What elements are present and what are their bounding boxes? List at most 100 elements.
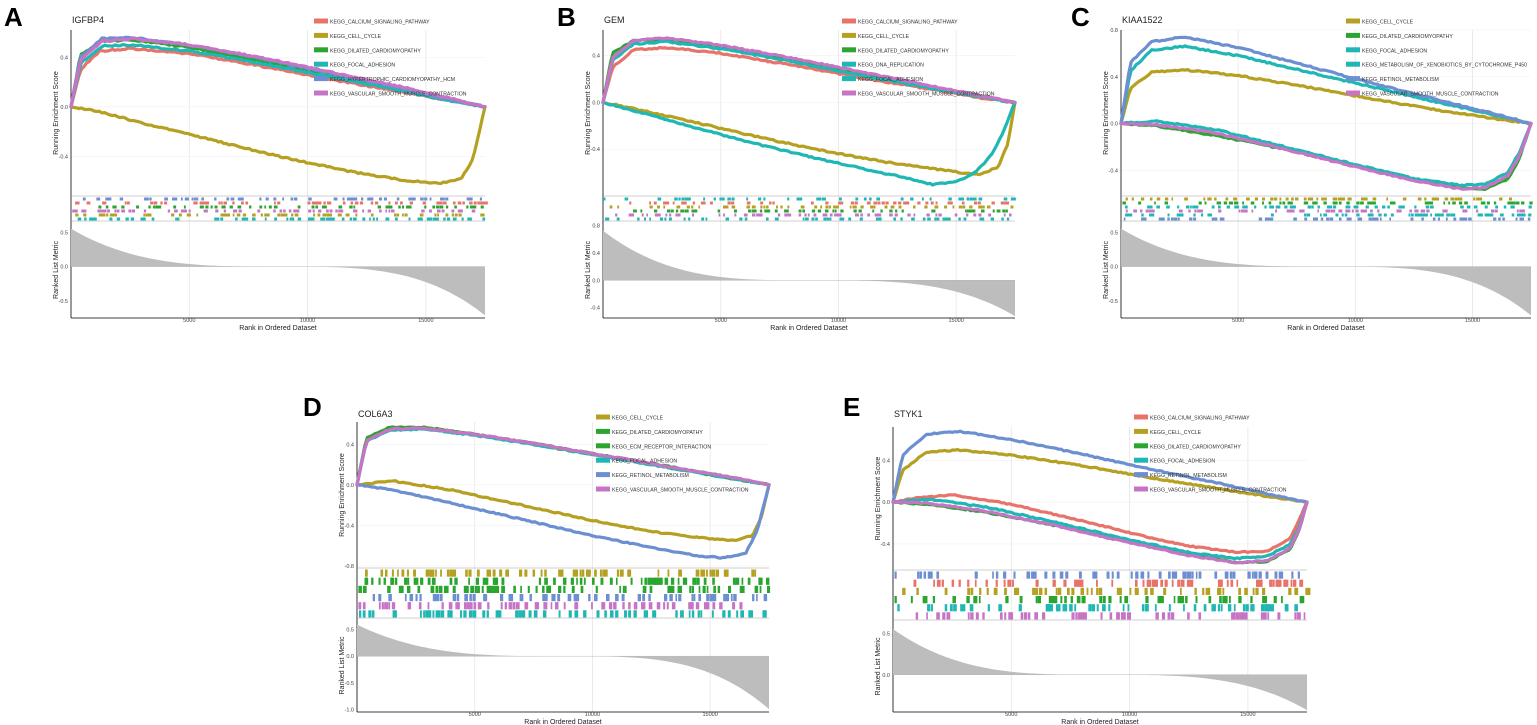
hit-mark (1002, 209, 1006, 213)
hit-mark (358, 585, 362, 593)
hit-mark (1360, 201, 1364, 205)
y-axis-label-metric: Ranked List Metric (585, 241, 592, 299)
hit-mark (823, 217, 827, 221)
hit-mark (273, 205, 278, 209)
hit-mark (874, 213, 879, 217)
hit-mark (1348, 197, 1352, 201)
hit-mark (653, 201, 657, 205)
hit-mark (841, 201, 844, 205)
hit-mark (1327, 205, 1329, 209)
hit-mark (1382, 205, 1386, 209)
hit-mark (1008, 579, 1012, 587)
hit-mark (1356, 213, 1360, 217)
hit-mark (934, 205, 939, 209)
hit-mark (784, 213, 788, 217)
hit-mark (236, 213, 241, 217)
hit-mark (419, 213, 424, 217)
hit-mark (642, 594, 646, 602)
es-tick-label: 0.4 (882, 458, 890, 464)
x-axis-label: Rank in Ordered Dataset (239, 325, 316, 332)
hit-mark (1226, 571, 1229, 579)
hit-mark (1065, 571, 1069, 579)
hit-mark (748, 209, 751, 213)
hit-mark (449, 610, 453, 618)
hit-mark (419, 217, 423, 221)
hit-mark (814, 205, 818, 209)
hit-mark (724, 569, 728, 577)
x-tick-label: 10000 (1348, 318, 1363, 324)
hit-mark (1187, 612, 1190, 620)
hit-mark (1307, 205, 1312, 209)
hit-mark (489, 569, 491, 577)
hit-mark (579, 577, 583, 585)
hit-mark (1468, 217, 1472, 221)
hit-mark (1077, 612, 1082, 620)
hit-mark (281, 213, 285, 217)
y-axis-label-metric: Ranked List Metric (339, 636, 346, 694)
hit-mark (432, 594, 437, 602)
hit-mark (350, 201, 354, 205)
hit-mark (463, 610, 467, 618)
hit-mark (665, 213, 668, 217)
hit-mark (949, 604, 953, 612)
hit-mark (1270, 213, 1274, 217)
hit-mark (1107, 571, 1110, 579)
hit-mark (1306, 587, 1311, 595)
hit-mark (408, 217, 411, 221)
hit-mark (1487, 213, 1492, 217)
hit-mark (1148, 205, 1153, 209)
hit-mark (1138, 201, 1140, 205)
hit-mark (465, 585, 469, 593)
hit-mark (570, 577, 574, 585)
hit-mark (1133, 209, 1137, 213)
hit-mark (624, 610, 627, 618)
hit-mark (352, 197, 356, 201)
hit-mark (391, 569, 394, 577)
hit-mark (1198, 612, 1202, 620)
hit-mark (125, 217, 129, 221)
hit-mark (1528, 205, 1532, 209)
hit-mark (1209, 213, 1213, 217)
hit-mark (644, 577, 648, 585)
hit-mark (434, 213, 437, 217)
hit-mark (659, 577, 663, 585)
hit-mark (1067, 587, 1070, 595)
hit-mark (446, 205, 449, 209)
hit-mark (463, 602, 467, 610)
hit-mark (259, 205, 263, 209)
hit-mark (427, 577, 431, 585)
hit-mark (482, 217, 486, 221)
hit-mark (894, 571, 897, 579)
hit-mark (1493, 217, 1497, 221)
hit-mark (958, 197, 962, 201)
hit-mark (723, 594, 726, 602)
hit-mark (435, 217, 439, 221)
hit-mark (1389, 201, 1394, 205)
hit-mark (471, 585, 475, 593)
hit-mark (449, 569, 454, 577)
hit-mark (751, 209, 755, 213)
hit-mark (424, 205, 427, 209)
hit-mark (1099, 596, 1103, 604)
hit-mark (1243, 209, 1248, 213)
hit-mark (484, 201, 488, 205)
hit-mark (869, 197, 872, 201)
hit-mark (266, 213, 270, 217)
hit-mark (1328, 205, 1333, 209)
hit-mark (196, 213, 199, 217)
ranked-list-metric-area (357, 624, 769, 710)
hit-mark (703, 197, 706, 201)
hit-mark (1151, 209, 1155, 213)
hit-mark (331, 217, 335, 221)
hit-mark (1082, 596, 1086, 604)
hit-mark (482, 610, 486, 618)
hit-mark (130, 217, 134, 221)
hit-mark (477, 201, 481, 205)
hit-mark (324, 201, 326, 205)
hit-mark (1167, 612, 1171, 620)
hit-mark (1125, 205, 1128, 209)
hit-mark (376, 217, 379, 221)
hit-mark (500, 602, 503, 610)
hit-mark (1147, 571, 1150, 579)
hit-mark (437, 209, 440, 213)
